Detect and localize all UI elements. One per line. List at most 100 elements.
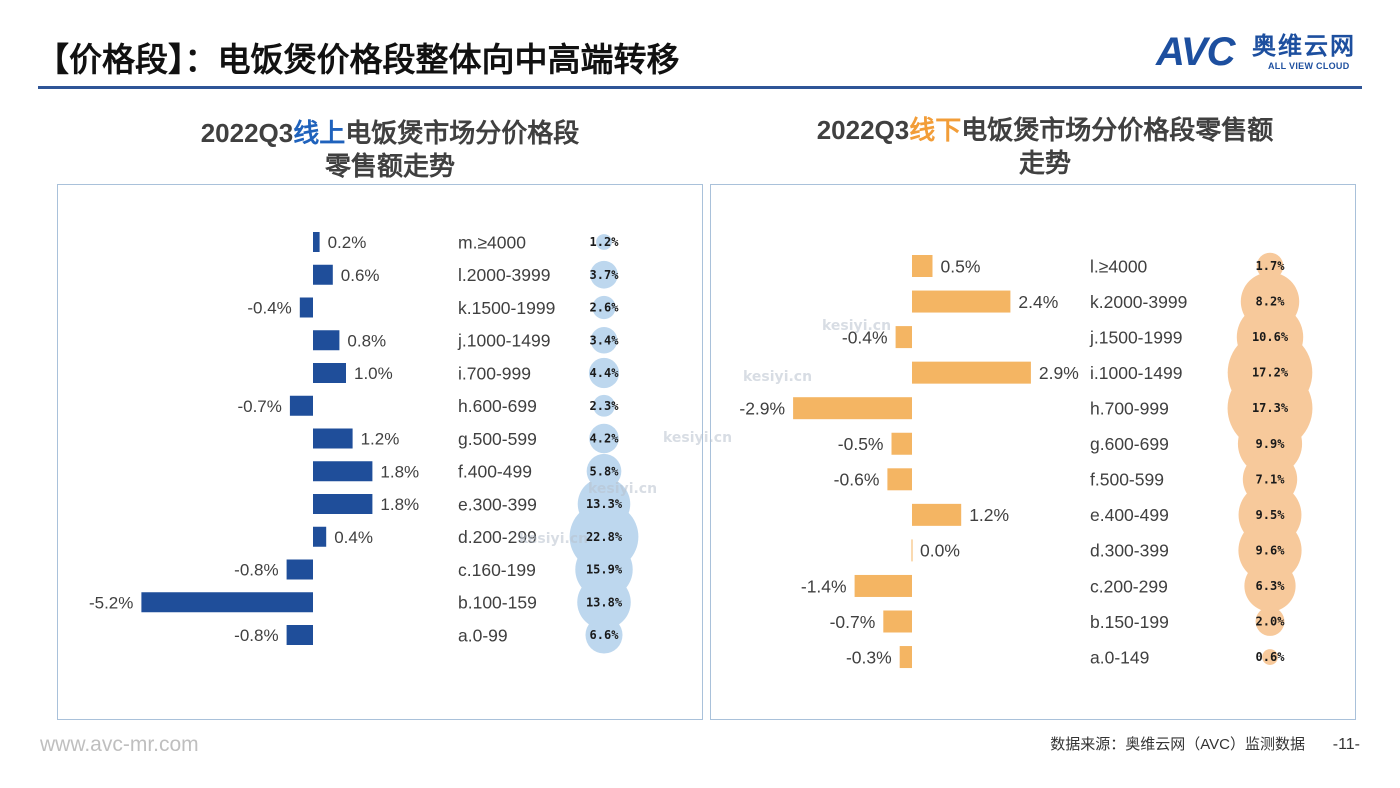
offline-title-line2: 走势: [1018, 148, 1071, 178]
offline-bar-8: [911, 539, 913, 562]
offline-value-label-1: 2.4%: [1018, 292, 1058, 312]
logo-name-cn: 奥维云网: [1252, 33, 1356, 60]
offline-bar-10: [883, 610, 912, 633]
share-bubbles: [569, 234, 1313, 665]
online-share-label-11: 13.8%: [586, 595, 623, 609]
online-value-label-10: -0.8%: [234, 561, 278, 580]
watermark-layer: kesiyi.cn kesiyi.cn kesiyi.cn kesiyi.cn …: [519, 318, 891, 547]
offline-bar-0: [912, 255, 933, 277]
offline-share-label-10: 2.0%: [1256, 615, 1286, 629]
offline-bar-9: [854, 574, 912, 597]
online-share-bubble-4: [588, 357, 620, 389]
online-category-label-11: b.100-159: [458, 593, 537, 613]
online-share-bubble-2: [592, 295, 616, 320]
online-share-label-5: 2.3%: [590, 399, 620, 413]
online-bar-2: [299, 297, 313, 318]
online-category-label-8: e.300-399: [458, 494, 537, 514]
offline-category-label-1: k.2000-3999: [1090, 292, 1187, 312]
offline-share-label-4: 17.3%: [1252, 401, 1289, 415]
online-share-label-4: 4.4%: [590, 366, 620, 380]
online-title-rest: 电饭煲市场分价格段: [345, 118, 580, 148]
change-bars: 0.2% m.≥4000 0.6% l.2000-3999 -0.4% k.1500-19…: [89, 232, 1187, 669]
online-share-bubble-11: [577, 575, 631, 629]
offline-title-rest: 电饭煲市场分价格段零售额: [961, 115, 1274, 145]
online-bar-7: [313, 461, 373, 482]
offline-share-bubble-10: [1255, 607, 1285, 636]
offline-share-label-8: 9.6%: [1256, 543, 1286, 557]
online-value-label-0: 0.2%: [328, 233, 367, 252]
online-bar-6: [313, 428, 353, 449]
online-category-label-3: j.1000-1499: [457, 331, 550, 351]
offline-share-label-1: 8.2%: [1256, 295, 1286, 309]
online-category-label-5: h.600-699: [458, 396, 537, 416]
online-share-bubble-6: [589, 423, 619, 454]
online-category-label-2: k.1500-1999: [458, 298, 555, 318]
offline-share-label-3: 17.2%: [1252, 366, 1289, 380]
offline-value-label-8: 0.0%: [920, 541, 960, 561]
online-value-label-8: 1.8%: [380, 495, 419, 514]
online-category-label-0: m.≥4000: [458, 232, 526, 252]
online-share-bubble-5: [593, 394, 615, 417]
online-bar-0: [313, 232, 320, 252]
online-share-label-0: 1.2%: [590, 235, 620, 249]
watermark-text: kesiyi.cn: [822, 318, 891, 334]
offline-category-label-0: l.≥4000: [1090, 256, 1148, 276]
offline-value-label-7: 1.2%: [969, 505, 1009, 525]
online-value-label-5: -0.7%: [237, 397, 281, 416]
online-share-label-1: 3.7%: [590, 268, 620, 282]
online-bar-9: [313, 526, 327, 547]
avc-logo: AVC 奥维云网 ALL VIEW CLOUD: [1150, 30, 1362, 76]
online-share-label-2: 2.6%: [590, 301, 620, 315]
offline-bar-5: [891, 432, 912, 455]
offline-bar-4: [793, 397, 912, 420]
online-category-label-4: i.700-999: [458, 363, 531, 383]
online-bar-5: [289, 395, 313, 416]
online-share-label-3: 3.4%: [590, 333, 620, 347]
offline-share-label-7: 9.5%: [1256, 508, 1286, 522]
footer-data-source: 数据来源：奥维云网（AVC）监测数据: [1050, 736, 1305, 753]
offline-share-label-2: 10.6%: [1252, 330, 1289, 344]
offline-category-label-10: b.150-199: [1090, 612, 1169, 632]
offline-category-label-5: g.600-699: [1090, 434, 1169, 454]
offline-value-label-5: -0.5%: [838, 434, 884, 454]
online-share-label-7: 5.8%: [590, 464, 620, 478]
offline-bar-7: [912, 503, 962, 526]
offline-value-label-9: -1.4%: [801, 576, 847, 596]
offline-value-label-2: -0.4%: [842, 327, 888, 347]
online-share-label-8: 13.3%: [586, 497, 623, 511]
online-bar-10: [286, 559, 313, 580]
offline-bar-3: [912, 361, 1031, 384]
offline-share-label-0: 1.7%: [1256, 259, 1286, 273]
offline-chart-title: 2022Q3线下电饭煲市场分价格段零售额 走势: [785, 114, 1305, 180]
offline-share-label-5: 9.9%: [1256, 437, 1286, 451]
offline-value-label-11: -0.3%: [846, 647, 892, 667]
offline-bar-6: [887, 468, 912, 491]
online-value-label-11: -5.2%: [89, 593, 133, 612]
offline-value-label-3: 2.9%: [1039, 363, 1079, 383]
offline-share-label-6: 7.1%: [1256, 472, 1286, 486]
watermark-text: kesiyi.cn: [588, 481, 657, 497]
online-value-label-7: 1.8%: [380, 462, 419, 481]
online-bar-3: [313, 330, 340, 351]
offline-category-label-8: d.300-399: [1090, 541, 1169, 561]
logo-name-en: ALL VIEW CLOUD: [1268, 61, 1350, 71]
online-value-label-6: 1.2%: [361, 430, 400, 449]
offline-share-label-11: 0.6%: [1256, 650, 1286, 664]
offline-category-label-4: h.700-999: [1090, 399, 1169, 419]
online-bar-8: [313, 494, 373, 514]
offline-bar-2: [895, 326, 912, 349]
offline-share-label-9: 6.3%: [1256, 579, 1286, 593]
offline-category-label-3: i.1000-1499: [1090, 363, 1182, 383]
online-bar-1: [313, 264, 333, 285]
online-category-label-1: l.2000-3999: [458, 265, 550, 285]
page-title: 【价格段】：电饭煲价格段整体向中高端转移: [36, 41, 680, 78]
online-share-bubble-1: [590, 260, 618, 289]
offline-bar-11: [899, 646, 912, 669]
offline-share-bubble-9: [1244, 560, 1296, 612]
title-divider: [38, 86, 1362, 89]
offline-title-highlight: 线下: [909, 115, 962, 145]
online-chart-title: 2022Q3线上电饭煲市场分价格段 零售额走势: [130, 117, 650, 183]
watermark-text: kesiyi.cn: [663, 430, 732, 446]
online-category-label-9: d.200-299: [458, 527, 537, 547]
